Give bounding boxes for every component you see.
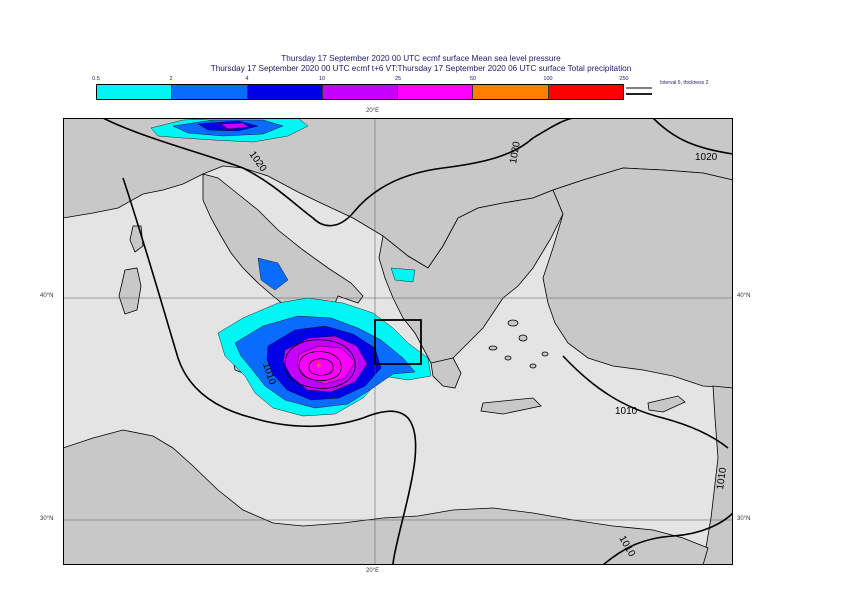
colorbar-tick: 50 xyxy=(469,76,477,82)
land-anatolia xyxy=(542,167,733,389)
lat-label-30-right: 30°N xyxy=(737,516,751,522)
colorbar-segment-5 xyxy=(398,85,474,99)
precipitation-north xyxy=(150,118,309,143)
land-crete xyxy=(480,397,542,415)
colorbar-segment-4 xyxy=(322,85,399,99)
colorbar-segment-7 xyxy=(548,85,623,99)
title-line-2: Thursday 17 September 2020 00 UTC ecmf t… xyxy=(210,64,632,73)
land-north-africa xyxy=(63,429,709,565)
land-aegean-island xyxy=(529,363,537,369)
lon-label-bottom: 20°E xyxy=(366,568,380,574)
lon-label-top: 20°E xyxy=(366,108,380,114)
weather-map: + 1020 1020 1020 1010 1010 1010 1010 xyxy=(63,118,733,565)
colorbar-segment-2 xyxy=(172,85,248,99)
isobar-1010-south xyxy=(602,512,733,565)
isobar-1010-east xyxy=(562,355,729,449)
map-frame xyxy=(63,118,733,565)
land-aegean-island xyxy=(507,319,519,327)
precip-band-intense xyxy=(296,345,356,385)
isobar-1020-north xyxy=(102,118,574,227)
colorbar-segment-1 xyxy=(97,85,173,99)
colorbar-tick: 250 xyxy=(619,76,629,82)
isobar-storm-ring xyxy=(308,358,334,376)
region-box xyxy=(374,319,422,365)
precipitation-colorbar xyxy=(96,84,624,100)
lat-label-40-left: 40°N xyxy=(40,293,54,299)
land-aegean-island xyxy=(541,351,549,357)
precip-cell xyxy=(257,257,289,291)
land-aegean-island xyxy=(504,355,512,361)
colorbar-segment-3 xyxy=(247,85,323,99)
colorbar-segment-6 xyxy=(473,85,549,99)
isobar-label: 1010 xyxy=(615,406,638,417)
isobar-label: 1020 xyxy=(695,152,718,163)
precipitation-storm xyxy=(217,257,432,417)
colorbar-tick: 0.5 xyxy=(92,76,100,82)
colorbar-tick: 2 xyxy=(169,76,173,82)
land-aegean-island xyxy=(518,334,528,342)
lat-label-30-left: 30°N xyxy=(40,516,54,522)
land-aegean-island xyxy=(488,345,498,351)
precip-band-heavy xyxy=(220,122,250,130)
contour-legend-label: Interval 5, thickness 2 xyxy=(660,80,709,86)
colorbar-tick: 25 xyxy=(394,76,402,82)
land-sardinia xyxy=(118,267,142,315)
lat-label-40-right: 40°N xyxy=(737,293,751,299)
contour-legend-symbol xyxy=(626,87,652,95)
isobar-storm-ring xyxy=(298,351,342,381)
precip-cell xyxy=(390,267,416,283)
colorbar-tick: 4 xyxy=(245,76,249,82)
isobar-1010-west xyxy=(122,177,417,565)
isobar-label: 1010 xyxy=(715,466,729,490)
land-cyprus xyxy=(647,395,686,413)
low-centre-marker: + xyxy=(315,361,323,371)
isobar-1020-east xyxy=(652,118,733,155)
title-line-1: Thursday 17 September 2020 00 UTC ecmf s… xyxy=(281,54,561,63)
isobar-storm-ring xyxy=(284,339,356,389)
colorbar-tick: 100 xyxy=(543,76,553,82)
land-peloponnese xyxy=(430,357,462,389)
isobar-label: 1020 xyxy=(508,140,523,164)
colorbar-tick: 10 xyxy=(318,76,326,82)
